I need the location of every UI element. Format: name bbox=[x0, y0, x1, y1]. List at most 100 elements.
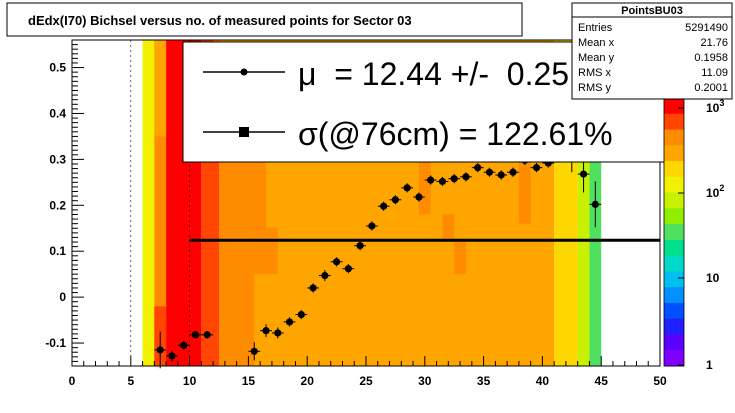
palette-tick-label: 102 bbox=[706, 183, 724, 200]
x-tick-label: 30 bbox=[418, 374, 432, 388]
heatmap-cell bbox=[154, 40, 167, 137]
stats-label: RMS y bbox=[578, 82, 612, 94]
frame-grid bbox=[130, 40, 190, 366]
stats-value: 0.2001 bbox=[694, 82, 728, 94]
point-marker bbox=[391, 196, 399, 204]
data-point bbox=[413, 192, 425, 202]
point-marker bbox=[356, 242, 364, 250]
x-tick-label: 0 bbox=[69, 374, 76, 388]
color-palette-axis: 1 10 102 103 bbox=[678, 98, 724, 372]
palette-band bbox=[664, 255, 684, 272]
stats-label: Mean y bbox=[578, 52, 615, 64]
palette-band bbox=[664, 239, 684, 257]
point-marker bbox=[168, 352, 176, 360]
palette-band bbox=[664, 318, 684, 335]
y-tick-label: 0 bbox=[59, 290, 66, 304]
legend-mu-marker bbox=[240, 68, 248, 76]
palette-band bbox=[664, 334, 684, 351]
data-point bbox=[366, 221, 378, 231]
data-point bbox=[318, 270, 331, 282]
heatmap-cell bbox=[254, 113, 267, 275]
point-marker bbox=[368, 222, 376, 230]
point-marker bbox=[380, 202, 388, 210]
palette-band bbox=[664, 176, 684, 194]
point-marker bbox=[532, 164, 541, 172]
palette-band bbox=[664, 350, 684, 367]
x-tick-label: 40 bbox=[536, 374, 550, 388]
data-point bbox=[436, 176, 449, 187]
stats-value: 0.1958 bbox=[694, 52, 728, 64]
data-point bbox=[189, 331, 202, 339]
y-tick-label: -0.1 bbox=[45, 336, 66, 350]
point-marker bbox=[180, 341, 188, 349]
stats-value: 21.76 bbox=[700, 37, 728, 49]
point-marker bbox=[203, 331, 211, 339]
point-marker bbox=[485, 168, 494, 176]
palette-band bbox=[664, 98, 684, 115]
point-marker bbox=[579, 170, 588, 178]
heatmap-cell bbox=[266, 228, 278, 275]
data-point bbox=[154, 331, 167, 369]
x-tick-label: 15 bbox=[242, 374, 256, 388]
data-point bbox=[389, 195, 402, 205]
stats-name: PointsBU03 bbox=[621, 5, 683, 17]
y-tick-label: 0.4 bbox=[49, 106, 66, 120]
point-marker bbox=[274, 329, 282, 337]
palette-band bbox=[664, 208, 684, 225]
stats-label: Mean x bbox=[578, 37, 615, 49]
heatmap-cell bbox=[154, 40, 167, 366]
data-point bbox=[483, 167, 496, 177]
y-tick-label: 0.2 bbox=[49, 198, 66, 212]
data-point bbox=[471, 163, 484, 173]
data-point bbox=[260, 324, 272, 338]
point-marker bbox=[474, 164, 482, 172]
data-point bbox=[295, 309, 308, 320]
data-point bbox=[248, 342, 261, 361]
point-marker bbox=[427, 176, 435, 184]
data-point bbox=[577, 155, 590, 193]
heatmap-cell bbox=[142, 40, 155, 366]
y-tick-label: 0.1 bbox=[49, 244, 66, 258]
chart-title: dEdx(I70) Bichsel versus no. of measured… bbox=[28, 13, 412, 28]
stats-value: 11.09 bbox=[701, 67, 728, 79]
data-point bbox=[166, 350, 178, 362]
point-marker bbox=[321, 271, 329, 280]
heatmap-cell bbox=[577, 40, 590, 366]
point-marker bbox=[191, 331, 200, 339]
point-marker bbox=[462, 173, 470, 181]
x-tick-label: 25 bbox=[359, 374, 373, 388]
x-tick-label: 10 bbox=[183, 374, 197, 388]
stats-label: RMS x bbox=[578, 67, 612, 79]
point-marker bbox=[285, 318, 294, 326]
x-tick-label: 20 bbox=[301, 374, 315, 388]
heatmap-cell bbox=[518, 159, 531, 224]
data-point bbox=[201, 331, 214, 339]
data-point bbox=[530, 163, 543, 173]
palette-band bbox=[664, 192, 684, 209]
point-marker bbox=[509, 168, 517, 176]
data-point bbox=[448, 174, 461, 184]
point-marker bbox=[297, 310, 305, 319]
stats-box: PointsBU03 Entries 5291490 Mean x 21.76 Mean… bbox=[571, 2, 733, 100]
point-marker bbox=[156, 346, 164, 354]
title-box: dEdx(I70) Bichsel versus no. of measured… bbox=[6, 2, 523, 37]
palette-band bbox=[664, 302, 684, 320]
legend-sigma-marker bbox=[239, 127, 249, 137]
data-point bbox=[424, 175, 437, 185]
x-tick-label: 5 bbox=[127, 374, 134, 388]
data-point bbox=[342, 264, 355, 274]
data-point bbox=[589, 181, 602, 228]
data-point bbox=[271, 327, 284, 339]
data-point bbox=[354, 241, 366, 251]
x-tick-label: 50 bbox=[653, 374, 667, 388]
x-axis: 0 5 10 15 20 25 30 35 40 45 50 bbox=[69, 356, 667, 388]
color-palette bbox=[663, 97, 685, 367]
palette-tick-label: 103 bbox=[706, 98, 724, 115]
point-marker bbox=[344, 265, 352, 273]
point-marker bbox=[415, 193, 423, 201]
data-point bbox=[283, 317, 296, 327]
data-point bbox=[460, 172, 472, 182]
palette-band bbox=[664, 145, 684, 162]
data-point bbox=[507, 167, 519, 177]
heatmap-cell bbox=[418, 159, 431, 215]
